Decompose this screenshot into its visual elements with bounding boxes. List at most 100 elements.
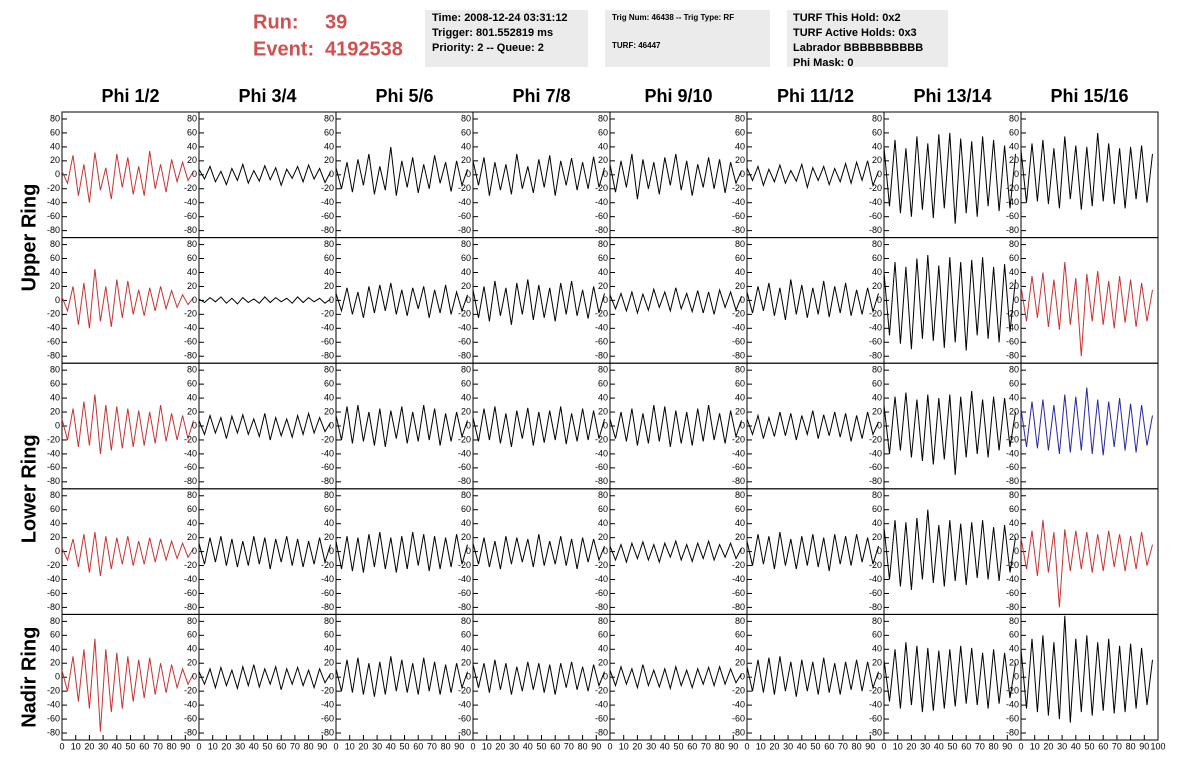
y-tick-label: 0 (740, 295, 745, 305)
y-tick-label: 60 (1009, 379, 1019, 389)
waveform (883, 132, 1016, 224)
waveform (61, 638, 194, 732)
waveform (335, 656, 468, 697)
y-tick-label: 40 (187, 141, 197, 151)
y-tick-label: 60 (872, 127, 882, 137)
waveform (198, 411, 331, 441)
waveform (198, 162, 331, 187)
y-tick-label: 40 (598, 267, 608, 277)
y-tick-label: 80 (50, 365, 60, 375)
x-tick-label: 20 (1043, 741, 1053, 751)
y-tick-label: 60 (324, 504, 334, 514)
y-tick-label: 20 (735, 281, 745, 291)
x-tick-label: 20 (358, 741, 368, 751)
y-tick-label: -80 (184, 476, 197, 486)
y-tick-label: -60 (321, 462, 334, 472)
y-tick-label: 0 (877, 420, 882, 430)
waveform (472, 406, 605, 447)
y-tick-label: -40 (732, 323, 745, 333)
y-tick-label: 0 (192, 672, 197, 682)
y-tick-label: -60 (458, 588, 471, 598)
x-tick-label: 10 (71, 741, 81, 751)
y-tick-label: -40 (321, 699, 334, 709)
x-tick-label: 30 (646, 741, 656, 751)
x-tick-label: 90 (591, 741, 601, 751)
info-line: Priority: 2 -- Queue: 2 (432, 42, 544, 54)
y-tick-label: 80 (50, 490, 60, 500)
y-tick-label: -40 (458, 197, 471, 207)
y-tick-label: 60 (187, 504, 197, 514)
x-tick-label: 40 (523, 741, 533, 751)
x-tick-label: 0 (59, 741, 64, 751)
x-tick-label: 30 (783, 741, 793, 751)
y-tick-label: 80 (461, 239, 471, 249)
y-tick-label: 40 (187, 644, 197, 654)
y-tick-label: 0 (877, 546, 882, 556)
y-tick-label: -80 (47, 727, 60, 737)
y-tick-label: -80 (458, 351, 471, 361)
y-tick-label: -80 (184, 225, 197, 235)
waveform (609, 664, 742, 691)
y-tick-label: 40 (324, 518, 334, 528)
y-tick-label: 0 (603, 169, 608, 179)
y-tick-label: -20 (595, 309, 608, 319)
x-tick-label: 20 (769, 741, 779, 751)
y-tick-label: -40 (458, 699, 471, 709)
y-tick-label: 80 (598, 239, 608, 249)
y-tick-label: 20 (872, 532, 882, 542)
y-tick-label: 80 (187, 365, 197, 375)
y-tick-label: 20 (324, 281, 334, 291)
y-tick-label: 80 (324, 490, 334, 500)
y-tick-label: -20 (1006, 309, 1019, 319)
y-tick-label: 60 (461, 253, 471, 263)
y-tick-label: 80 (461, 113, 471, 123)
x-tick-label: 10 (482, 741, 492, 751)
y-tick-label: -40 (184, 197, 197, 207)
y-tick-label: -80 (595, 225, 608, 235)
y-tick-label: -60 (321, 588, 334, 598)
y-tick-label: -40 (732, 699, 745, 709)
y-tick-label: -80 (184, 351, 197, 361)
y-tick-label: 80 (735, 113, 745, 123)
y-tick-label: -80 (321, 602, 334, 612)
panel-frame (609, 237, 748, 364)
y-tick-label: -20 (321, 560, 334, 570)
y-tick-label: 0 (192, 546, 197, 556)
y-tick-label: 20 (1009, 406, 1019, 416)
y-tick-label: -20 (458, 309, 471, 319)
info-line: Trig Num: 46438 -- Trig Type: RF (612, 13, 734, 22)
y-tick-label: 20 (1009, 532, 1019, 542)
y-tick-label: -60 (47, 588, 60, 598)
x-tick-label: 50 (947, 741, 957, 751)
y-tick-label: 60 (1009, 630, 1019, 640)
y-tick-label: 60 (1009, 504, 1019, 514)
y-tick-label: -60 (321, 713, 334, 723)
column-title: Phi 7/8 (512, 86, 570, 106)
y-tick-label: -60 (732, 337, 745, 347)
y-tick-label: -60 (47, 211, 60, 221)
y-tick-label: 0 (1014, 169, 1019, 179)
y-tick-label: 0 (603, 420, 608, 430)
y-tick-label: -60 (595, 337, 608, 347)
y-tick-label: -60 (595, 211, 608, 221)
y-tick-label: 0 (329, 546, 334, 556)
y-tick-label: -20 (47, 309, 60, 319)
waveform (883, 642, 1016, 713)
x-tick-label: 50 (536, 741, 546, 751)
y-tick-label: 60 (735, 379, 745, 389)
y-tick-label: 40 (1009, 644, 1019, 654)
y-tick-label: 40 (735, 267, 745, 277)
y-tick-label: 0 (466, 295, 471, 305)
y-tick-label: 60 (735, 630, 745, 640)
waveform (746, 532, 879, 572)
y-tick-label: 60 (735, 253, 745, 263)
y-tick-label: 60 (187, 630, 197, 640)
x-tick-label: 0 (744, 741, 749, 751)
y-tick-label: 80 (872, 239, 882, 249)
waveform (1020, 520, 1153, 608)
waveform (61, 532, 194, 577)
y-tick-label: -20 (321, 686, 334, 696)
y-tick-label: 80 (598, 365, 608, 375)
y-tick-label: 0 (192, 420, 197, 430)
y-tick-label: 60 (872, 504, 882, 514)
